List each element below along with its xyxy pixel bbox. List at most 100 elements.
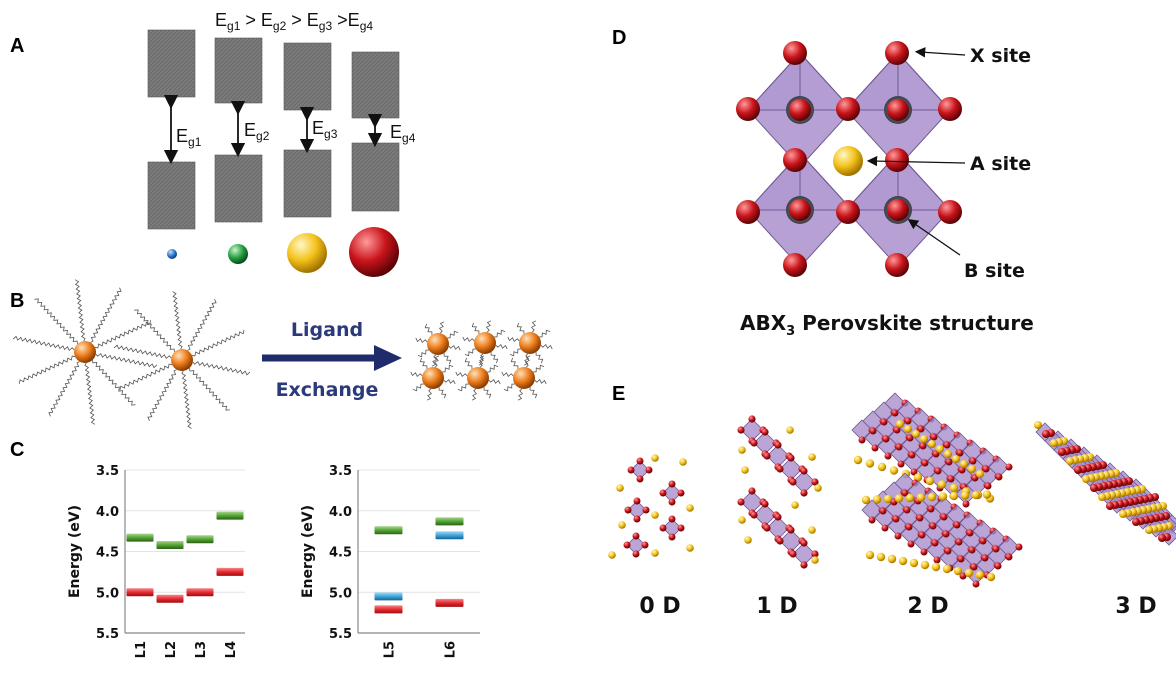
ligand-chain — [535, 352, 544, 364]
x-site-atom — [887, 99, 909, 121]
a-site-atom — [1066, 457, 1074, 465]
a-site-atom — [960, 491, 970, 500]
ligand-chain — [18, 355, 76, 384]
ligand-chain — [34, 298, 78, 344]
x-site-atom — [668, 515, 676, 523]
x-site-atom — [972, 580, 980, 588]
x-site-atom — [940, 513, 948, 521]
x-site-atom — [930, 433, 938, 441]
a-site-atom — [927, 492, 937, 502]
ligand-chain — [191, 329, 245, 357]
ligand-chain — [417, 349, 429, 358]
perovskite-unit — [736, 41, 962, 277]
a-site-atom — [976, 470, 984, 478]
x-site-atom — [800, 489, 808, 497]
x-site-atom — [800, 539, 808, 547]
ligand-chain — [134, 309, 175, 352]
exchanged-nanocrystal-array — [410, 320, 553, 401]
energy-level-bar-red — [374, 605, 403, 614]
x-site-atom — [901, 489, 909, 497]
x-tick-label: L3 — [194, 641, 209, 658]
a-site-atom — [952, 455, 960, 463]
ligand-chain — [517, 388, 524, 401]
gap-label-2: Eg2 — [244, 120, 270, 143]
x-site-atom — [944, 547, 952, 555]
x-site-label: X site — [970, 45, 1031, 67]
nanocrystal-sphere-large — [287, 233, 327, 273]
x-site-atom — [979, 537, 987, 545]
energy-level-bar-blue — [374, 592, 403, 601]
ligand-chain — [523, 353, 530, 366]
x-site-atom — [627, 466, 635, 474]
x-site-atom — [894, 532, 902, 540]
x-site-atom — [929, 522, 937, 530]
x-site-atom — [1058, 448, 1066, 456]
x-site-atom — [962, 500, 970, 508]
x-site-atom — [981, 554, 989, 562]
a-site-atom — [931, 562, 941, 572]
a-site-atom — [937, 480, 947, 489]
panel-b: B Ligand Exchange — [10, 279, 553, 429]
a-site-atom — [616, 484, 624, 492]
x-tick-label: L2 — [164, 641, 179, 658]
x-site-atom — [668, 533, 676, 541]
ligand-chain — [187, 298, 217, 351]
x-site-atom — [1074, 466, 1082, 474]
x-site-atom — [938, 97, 962, 121]
ligand-chain — [95, 352, 158, 369]
a-site-atom — [920, 435, 928, 443]
ligand-chain — [94, 320, 152, 349]
panel-c: C 3.5 4.0 4.5 5.0 5.5 Energy (eV) L1 L2 L3 L4 3.5… — [10, 439, 480, 658]
a-site-atom — [686, 504, 694, 512]
a-site-atom — [744, 536, 752, 544]
x-site-atom — [787, 526, 795, 534]
a-site-atom — [887, 554, 897, 564]
energy-level-chart-2: 3.5 4.0 4.5 5.0 5.5 Energy (eV) L5 L6 — [300, 464, 480, 658]
x-site-atom — [783, 148, 807, 172]
x-site-atom — [1042, 430, 1050, 438]
energy-level-bar-blue — [435, 531, 464, 540]
a-site-atom — [741, 466, 749, 474]
ligand-chain — [490, 352, 499, 364]
a-site-atom — [986, 572, 996, 582]
y-tick-label: 3.5 — [96, 464, 119, 479]
x-site-atom — [800, 561, 808, 569]
y-tick-label: 4.5 — [329, 546, 352, 561]
ligand-chain — [84, 362, 96, 425]
a-site-atom — [808, 453, 816, 461]
ligand-chain — [533, 364, 545, 373]
x-site-atom — [957, 555, 965, 563]
ligand-chain — [442, 364, 454, 373]
ligand-chain — [419, 357, 428, 369]
a-site-atom — [686, 544, 694, 552]
nanocrystal-sphere-medium — [228, 244, 248, 264]
x-site-atom — [761, 428, 769, 436]
x-site-atom — [763, 452, 771, 460]
ligand-chain — [181, 370, 192, 429]
ligand-chain — [539, 329, 551, 338]
y-tick-label: 5.0 — [96, 586, 119, 601]
a-site-atom — [738, 446, 746, 454]
a-site-atom — [808, 526, 816, 534]
ligand-chain — [443, 378, 456, 385]
a-site-atom — [883, 494, 893, 504]
nanocrystal-core — [74, 341, 96, 363]
three-d-structure — [1034, 421, 1176, 546]
octahedron-face — [799, 51, 854, 111]
x-site-atom — [783, 41, 807, 65]
x-site-atom — [632, 532, 640, 540]
conduction-band-2 — [214, 37, 263, 104]
ligand-chain — [438, 387, 447, 399]
dimension-label-3d: 3 D — [1115, 594, 1156, 619]
a-site-atom — [975, 570, 985, 580]
one-d-structure — [737, 415, 822, 569]
x-site-atom — [641, 541, 649, 549]
gap-label-4: Eg4 — [390, 122, 416, 145]
ligand-chain — [524, 355, 531, 368]
x-site-atom — [633, 497, 641, 505]
x-site-atom — [787, 454, 795, 462]
x-tick-label: L6 — [444, 641, 459, 658]
energy-level-chart-1: 3.5 4.0 4.5 5.0 5.5 Energy (eV) L1 L2 L3 L4 — [67, 464, 245, 658]
panel-e-label: E — [612, 383, 625, 405]
